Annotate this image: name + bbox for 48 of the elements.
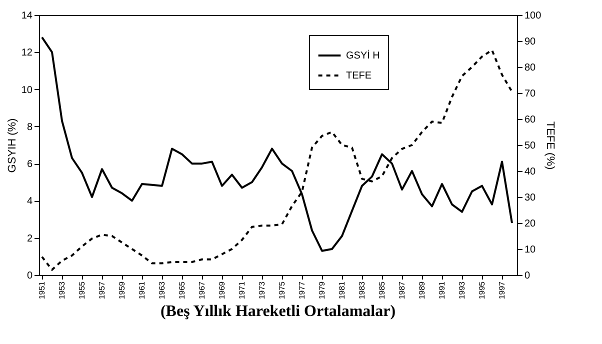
y-tick-label: 8	[26, 122, 33, 133]
y2-tick-label: 20	[524, 218, 536, 230]
x-tick-label: 1983	[358, 280, 366, 300]
x-tick-label: 1967	[198, 280, 206, 300]
x-tick-label: 1951	[38, 280, 46, 300]
x-tick-label: 1987	[398, 280, 406, 300]
y-tick-label: 0	[26, 270, 33, 282]
y-tick-label: 14	[21, 10, 33, 22]
legend-label: TEFE	[346, 70, 372, 82]
y2-tick-label: 30	[524, 192, 536, 204]
y2-axis-title: TEFE (%)	[544, 121, 556, 170]
y-tick-label: 10	[21, 84, 33, 96]
x-tick-label: 1979	[318, 280, 326, 300]
x-tick-label: 1971	[238, 280, 246, 300]
x-tick-label: 1959	[118, 280, 126, 300]
x-tick-label: 1993	[458, 280, 466, 300]
y2-tick-label: 0	[524, 270, 530, 282]
y2-tick-label: 10	[524, 244, 536, 256]
x-tick-label: 1981	[338, 280, 346, 300]
x-tick-label: 1985	[378, 280, 386, 300]
x-tick-label: 1977	[298, 280, 306, 300]
x-tick-label: 1963	[158, 280, 166, 300]
y-axis-title: GSYIH (%)	[6, 118, 18, 173]
x-tick-label: 1957	[98, 280, 106, 300]
x-tick-label: 1975	[278, 280, 286, 300]
y2-tick-label: 40	[524, 166, 536, 178]
y2-tick-label: 60	[524, 114, 536, 126]
x-tick-label: 1955	[78, 280, 86, 300]
y-tick-label: 4	[26, 196, 33, 208]
legend-label: GSYİ H	[346, 50, 380, 62]
x-tick-label: 1991	[438, 280, 446, 300]
x-tick-label: 1969	[218, 280, 226, 300]
x-tick-label: 1997	[498, 280, 506, 300]
y2-tick-label: 50	[524, 140, 536, 152]
y2-tick-label: 70	[524, 88, 536, 100]
x-tick-label: 1995	[478, 280, 486, 300]
y2-tick-label: 100	[524, 10, 542, 22]
x-tick-label: 1965	[178, 280, 186, 300]
y-tick-label: 12	[21, 48, 33, 59]
y2-tick-label: 90	[524, 36, 536, 48]
x-tick-label: 1989	[418, 280, 426, 300]
y2-tick-label: 80	[524, 62, 536, 74]
y-tick-label: 2	[26, 233, 33, 244]
x-tick-label: 1973	[258, 280, 266, 300]
x-axis-title: (Beş Yıllık Hareketli Ortalamalar)	[160, 302, 396, 320]
x-tick-label: 1953	[58, 280, 66, 300]
x-tick-label: 1961	[138, 280, 146, 300]
y-tick-label: 6	[26, 159, 33, 170]
